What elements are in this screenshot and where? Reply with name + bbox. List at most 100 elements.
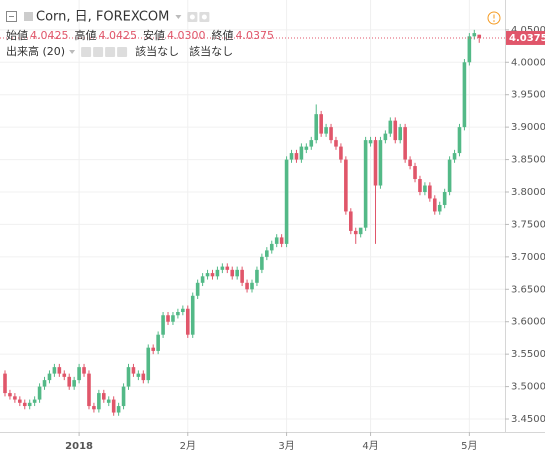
candle-body [87,373,91,407]
candle-body [408,159,412,167]
warning-icon[interactable] [487,11,501,25]
candle-body [62,373,67,377]
candle-body [37,386,42,400]
candle-body [284,159,289,244]
indicator-button[interactable] [117,47,128,57]
candle-body [314,114,319,141]
y-tick-label: 3.8500 [511,155,545,166]
legend-header: Corn, 日, FOREXCOM 始値 4.0425 高値 4.0425 安値 4.03… [6,10,501,58]
candle-body [13,396,17,400]
candle-body [462,62,467,128]
candle-body [388,120,393,134]
candle-body [265,250,269,257]
last-price-label: 4.0375 [509,33,545,44]
candle-body [432,198,437,212]
candle-body [141,373,146,381]
candle-body [442,192,447,205]
candle-body [334,140,338,147]
candle-body [32,399,37,403]
indicator-button[interactable] [81,47,92,57]
ohlc-label: 高値 [75,28,97,42]
candle-body [77,367,81,381]
x-tick-label: 2月 [180,440,196,452]
dropdown-icon[interactable] [69,50,76,54]
candle-body [72,380,76,387]
candle-body [18,399,22,403]
candle-body [111,399,116,413]
indicator-button[interactable] [93,47,104,57]
candle-body [82,367,86,374]
title-button-icon [189,14,195,20]
candle-body [383,133,388,141]
y-tick-label: 3.7000 [511,252,545,263]
candle-body [269,243,274,251]
candle-body [92,406,96,410]
candle-body [403,127,407,160]
candle-body [309,140,314,147]
candle-body [413,166,417,180]
candle-body [146,347,151,381]
indicator-button[interactable] [105,47,116,57]
candle-body [437,204,442,212]
candle-body [161,315,165,335]
last-price-tag [506,30,545,45]
y-tick-label: 4.0500 [511,25,545,36]
indicator-name: 出来高 (20) [6,44,65,58]
y-tick-label: 4.0000 [511,57,545,68]
candle-body [106,399,111,403]
candle-body [428,185,432,199]
y-tick-label: 3.5000 [511,382,545,393]
candle-body [279,237,284,244]
candle-body [294,153,299,160]
title-button-icon [201,14,207,20]
candle-body [467,36,472,63]
indicator-value: 該当なし [135,44,179,58]
candle-body [373,140,378,186]
ohlc-value: 4.0425 [99,29,138,42]
candle-body [126,367,131,387]
candle-body [166,315,170,322]
candle-body [8,393,12,397]
candle-body [423,185,427,192]
y-tick-label: 3.6500 [511,284,545,295]
y-tick-label: 3.9000 [511,122,545,133]
candle-body [136,373,141,377]
y-tick-label: 3.5500 [511,349,545,360]
candle-body [324,127,328,134]
ohlc-value: 4.0425 [30,29,69,42]
candle-body [299,146,304,160]
candle-body [457,127,462,154]
ohlc-label: 終値 [212,28,234,42]
candle-body [255,269,259,283]
chart-title: Corn, 日, FOREXCOM [36,10,169,25]
candle-body [245,282,249,290]
x-tick-label: 3月 [278,440,294,452]
candle-body [363,140,368,228]
y-tick-label: 3.8000 [511,187,545,198]
candle-body [97,393,101,410]
ohlc-label: 始値 [6,28,28,42]
candle-body [121,386,126,407]
candle-body [319,114,323,134]
grid [0,0,505,432]
dropdown-icon[interactable] [175,15,182,19]
candle-body [329,127,333,141]
candle-body [472,33,477,37]
candle-body [230,269,235,277]
y-tick-label: 3.9500 [511,90,545,101]
candle-body [304,146,309,150]
candle-body [339,146,343,160]
candle-body [274,237,279,244]
y-tick-label: 3.4500 [511,414,545,425]
candle-body [215,269,220,277]
candle-body [289,153,294,160]
candle-body [353,230,358,235]
candle-body [185,308,190,335]
candle-body [452,153,457,160]
candle-body [102,393,106,400]
candle-body [477,34,482,38]
candle-body [27,402,32,407]
